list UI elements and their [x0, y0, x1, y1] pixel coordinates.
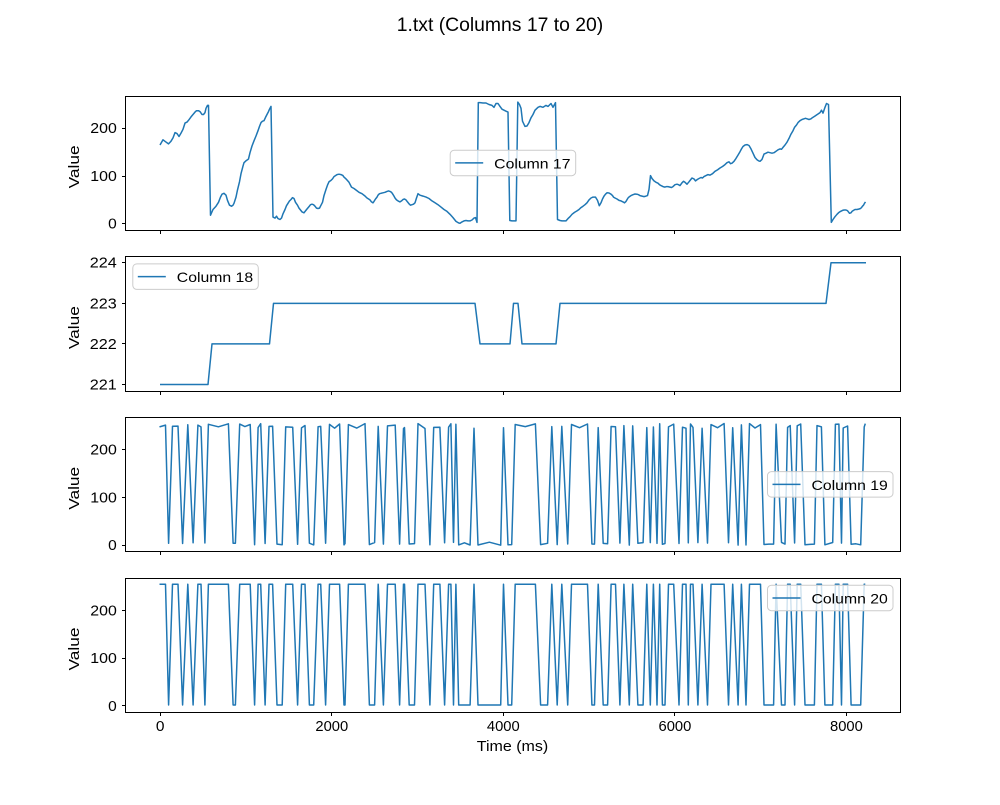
svg-text:Value: Value	[67, 467, 83, 510]
svg-text:0: 0	[108, 538, 117, 554]
svg-text:1.txt (Columns 17 to 20): 1.txt (Columns 17 to 20)	[397, 14, 604, 36]
svg-text:2000: 2000	[315, 719, 348, 735]
svg-text:100: 100	[90, 169, 117, 185]
svg-text:0: 0	[108, 699, 117, 715]
svg-text:Value: Value	[67, 145, 83, 188]
svg-text:0: 0	[108, 217, 117, 233]
svg-text:0: 0	[156, 719, 165, 735]
svg-text:6000: 6000	[659, 719, 692, 735]
svg-text:Column 17: Column 17	[494, 155, 571, 171]
svg-text:100: 100	[90, 651, 117, 667]
svg-text:Column 20: Column 20	[812, 590, 889, 606]
svg-text:221: 221	[90, 377, 117, 393]
svg-text:8000: 8000	[830, 719, 863, 735]
svg-text:Column 18: Column 18	[177, 269, 254, 285]
svg-text:223: 223	[90, 296, 117, 312]
svg-text:200: 200	[90, 603, 117, 619]
svg-text:222: 222	[90, 337, 117, 353]
svg-text:200: 200	[90, 121, 117, 137]
svg-text:Column 19: Column 19	[812, 477, 889, 493]
svg-text:100: 100	[90, 490, 117, 506]
svg-text:224: 224	[90, 256, 117, 272]
svg-text:Value: Value	[67, 306, 83, 349]
svg-text:Value: Value	[67, 627, 83, 670]
svg-text:200: 200	[90, 443, 117, 459]
svg-text:Time (ms): Time (ms)	[477, 739, 549, 755]
svg-text:4000: 4000	[487, 719, 520, 735]
